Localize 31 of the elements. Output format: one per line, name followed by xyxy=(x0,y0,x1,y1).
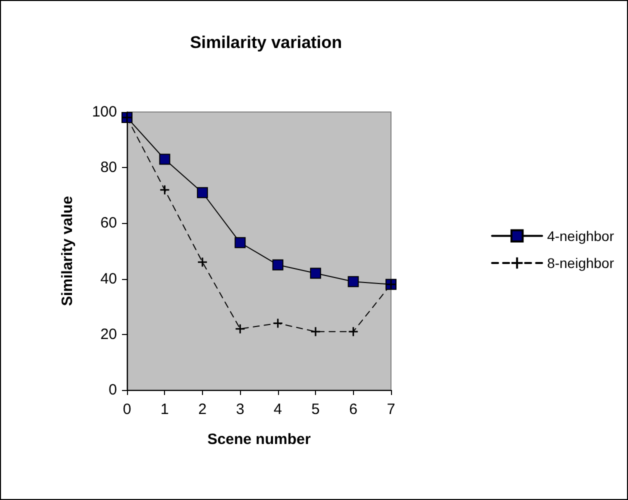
point xyxy=(159,184,170,196)
x-tick-label: 7 xyxy=(386,401,396,418)
x-tick-label: 2 xyxy=(198,401,207,418)
point xyxy=(159,154,170,165)
legend-label: 8-neighbor xyxy=(547,255,614,271)
x-tick-label: 3 xyxy=(236,401,244,418)
x-tick-label: 5 xyxy=(311,401,320,418)
x-tick-label: 0 xyxy=(122,401,132,418)
y-tick-label: 80 xyxy=(100,159,117,176)
point xyxy=(234,237,246,248)
x-tick-label: 4 xyxy=(274,401,282,418)
x-tick-label: 1 xyxy=(160,401,169,418)
y-tick-label: 0 xyxy=(108,382,117,398)
point xyxy=(196,187,208,198)
y-axis-title: Similarity value xyxy=(59,196,76,306)
point xyxy=(348,276,359,288)
y-tick-label: 20 xyxy=(100,326,117,343)
y-tick-label: 40 xyxy=(100,270,117,288)
x-tick-label: 6 xyxy=(349,401,358,418)
point xyxy=(348,326,359,337)
y-tick-label: 100 xyxy=(92,104,117,120)
point xyxy=(272,259,284,270)
legend-label: 4-neighbor xyxy=(547,228,614,244)
point xyxy=(197,256,208,268)
point xyxy=(234,324,246,334)
point xyxy=(310,326,321,337)
x-axis-title: Scene number xyxy=(207,431,311,448)
point xyxy=(310,268,322,279)
point xyxy=(272,318,284,329)
y-tick-label: 60 xyxy=(100,214,117,232)
chart-title: Similarity variation xyxy=(190,33,342,52)
